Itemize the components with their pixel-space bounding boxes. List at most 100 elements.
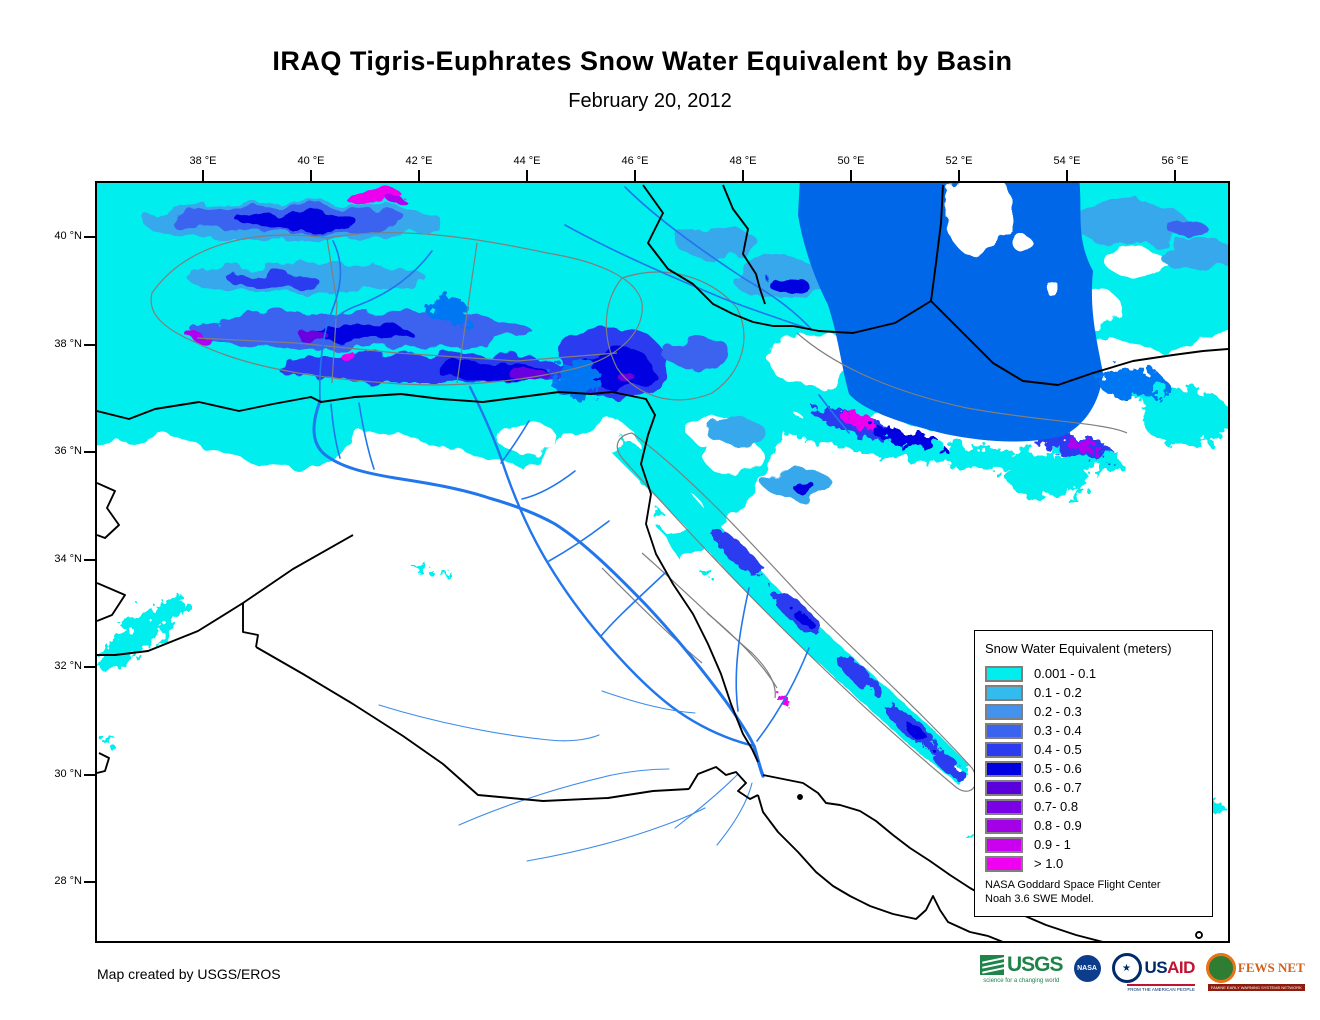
lon-tick-mark — [958, 170, 960, 181]
legend-range-label: 0.7- 0.8 — [1034, 799, 1079, 814]
legend-row: 0.2 - 0.3 — [985, 702, 1212, 721]
legend-title: Snow Water Equivalent (meters) — [985, 641, 1172, 656]
lon-tick-label: 40 °E — [297, 155, 325, 167]
lon-tick-mark — [1174, 170, 1176, 181]
credit-text: Map created by USGS/EROS — [97, 966, 281, 982]
legend-row: 0.1 - 0.2 — [985, 683, 1212, 702]
map-date: February 20, 2012 — [568, 90, 732, 112]
lon-tick-label: 42 °E — [405, 155, 433, 167]
lon-tick-label: 46 °E — [621, 155, 649, 167]
legend-note-line2: Noah 3.6 SWE Model. — [985, 893, 1094, 905]
lat-tick-label: 40 °N — [54, 230, 82, 242]
legend-range-label: 0.1 - 0.2 — [1034, 685, 1082, 700]
lat-tick-mark — [84, 451, 95, 453]
legend-row: 0.4 - 0.5 — [985, 740, 1212, 759]
lon-tick-mark — [526, 170, 528, 181]
lat-tick-mark — [84, 774, 95, 776]
legend-range-label: 0.2 - 0.3 — [1034, 704, 1082, 719]
lon-tick-mark — [634, 170, 636, 181]
legend-swatch — [985, 817, 1023, 834]
legend-swatch — [985, 722, 1023, 739]
lon-tick-mark — [310, 170, 312, 181]
legend-swatch — [985, 665, 1023, 682]
fewsnet-globe-icon — [1205, 953, 1236, 983]
legend-row: 0.6 - 0.7 — [985, 778, 1212, 797]
lon-tick-label: 38 °E — [189, 155, 217, 167]
alborz-snow-band — [767, 406, 1122, 471]
usaid-logo-text: USAID — [1144, 958, 1196, 977]
legend-note-line1: NASA Goddard Space Flight Center — [985, 879, 1161, 891]
legend-swatch — [985, 855, 1023, 872]
usgs-logo-text: USGS — [1007, 953, 1064, 976]
wadi-channels — [378, 690, 753, 862]
legend-note: NASA Goddard Space Flight Center Noah 3.… — [985, 878, 1160, 906]
nasa-logo-icon: NASA — [1073, 955, 1101, 982]
tributary-rivers — [318, 186, 850, 742]
legend-row: 0.9 - 1 — [985, 835, 1212, 854]
legend-swatch — [985, 760, 1023, 777]
fewsnet-logo-text: FEWS NET — [1237, 960, 1305, 975]
lon-tick-label: 44 °E — [513, 155, 541, 167]
lat-tick-mark — [84, 881, 95, 883]
lon-tick-mark — [1066, 170, 1068, 181]
legend-swatch — [985, 741, 1023, 758]
usgs-tagline: science for a changing world — [983, 978, 1060, 984]
legend-row: 0.5 - 0.6 — [985, 759, 1212, 778]
usgs-logo-icon: USGS science for a changing world — [980, 953, 1064, 984]
lat-tick-label: 30 °N — [54, 768, 82, 780]
lon-tick-label: 56 °E — [1161, 155, 1189, 167]
lon-tick-label: 50 °E — [837, 155, 865, 167]
legend-range-label: 0.001 - 0.1 — [1034, 666, 1097, 681]
zagros-snow-band — [612, 438, 972, 783]
map-legend: Snow Water Equivalent (meters) 0.001 - 0… — [974, 630, 1213, 917]
caspian-sea — [798, 183, 1103, 442]
legend-swatch — [985, 703, 1023, 720]
lat-tick-mark — [84, 666, 95, 668]
fewsnet-tagline: FAMINE EARLY WARNING SYSTEMS NETWORK — [1207, 984, 1305, 991]
lat-tick-label: 28 °N — [54, 875, 82, 887]
lon-tick-label: 54 °E — [1053, 155, 1081, 167]
legend-rows: 0.001 - 0.1 0.1 - 0.2 0.2 - 0.3 0.3 - 0.4 0.… — [975, 664, 1212, 873]
usaid-tagline: FROM THE AMERICAN PEOPLE — [1127, 984, 1195, 992]
lon-tick-mark — [850, 170, 852, 181]
lat-tick-mark — [84, 236, 95, 238]
legend-row: > 1.0 — [985, 854, 1212, 873]
legend-range-label: 0.3 - 0.4 — [1034, 723, 1082, 738]
lat-tick-mark — [84, 344, 95, 346]
lon-tick-mark — [742, 170, 744, 181]
page-title: IRAQ Tigris-Euphrates Snow Water Equival… — [272, 46, 1013, 76]
lon-tick-mark — [418, 170, 420, 181]
country-borders — [97, 184, 1228, 941]
legend-range-label: > 1.0 — [1034, 856, 1064, 871]
lat-tick-mark — [84, 559, 95, 561]
lon-tick-label: 52 °E — [945, 155, 973, 167]
lat-tick-label: 36 °N — [54, 445, 82, 457]
lon-tick-label: 48 °E — [729, 155, 757, 167]
legend-row: 0.7- 0.8 — [985, 797, 1212, 816]
legend-range-label: 0.9 - 1 — [1034, 837, 1071, 852]
lat-tick-label: 34 °N — [54, 553, 82, 565]
lakes — [426, 297, 1165, 399]
map-canvas — [97, 183, 1228, 941]
fewsnet-logo-icon: FEWS NET FAMINE EARLY WARNING SYSTEMS NE… — [1205, 953, 1305, 991]
rivers — [312, 186, 850, 862]
lon-tick-mark — [202, 170, 204, 181]
legend-range-label: 0.6 - 0.7 — [1034, 780, 1082, 795]
legend-swatch — [985, 798, 1023, 815]
usaid-logo-icon: ★ USAID FROM THE AMERICAN PEOPLE — [1111, 953, 1196, 992]
legend-swatch — [985, 836, 1023, 853]
agency-logos: USGS science for a changing world NASA ★… — [980, 953, 1305, 995]
legend-range-label: 0.8 - 0.9 — [1034, 818, 1082, 833]
lat-tick-label: 32 °N — [54, 660, 82, 672]
legend-swatch — [985, 779, 1023, 796]
legend-range-label: 0.5 - 0.6 — [1034, 761, 1082, 776]
legend-row: 0.001 - 0.1 — [985, 664, 1212, 683]
lat-tick-label: 38 °N — [54, 338, 82, 350]
usaid-seal-icon: ★ — [1111, 953, 1142, 983]
usgs-wave-icon — [980, 955, 1004, 975]
legend-range-label: 0.4 - 0.5 — [1034, 742, 1082, 757]
legend-row: 0.8 - 0.9 — [985, 816, 1212, 835]
euphrates-river — [312, 399, 756, 748]
legend-swatch — [985, 684, 1023, 701]
